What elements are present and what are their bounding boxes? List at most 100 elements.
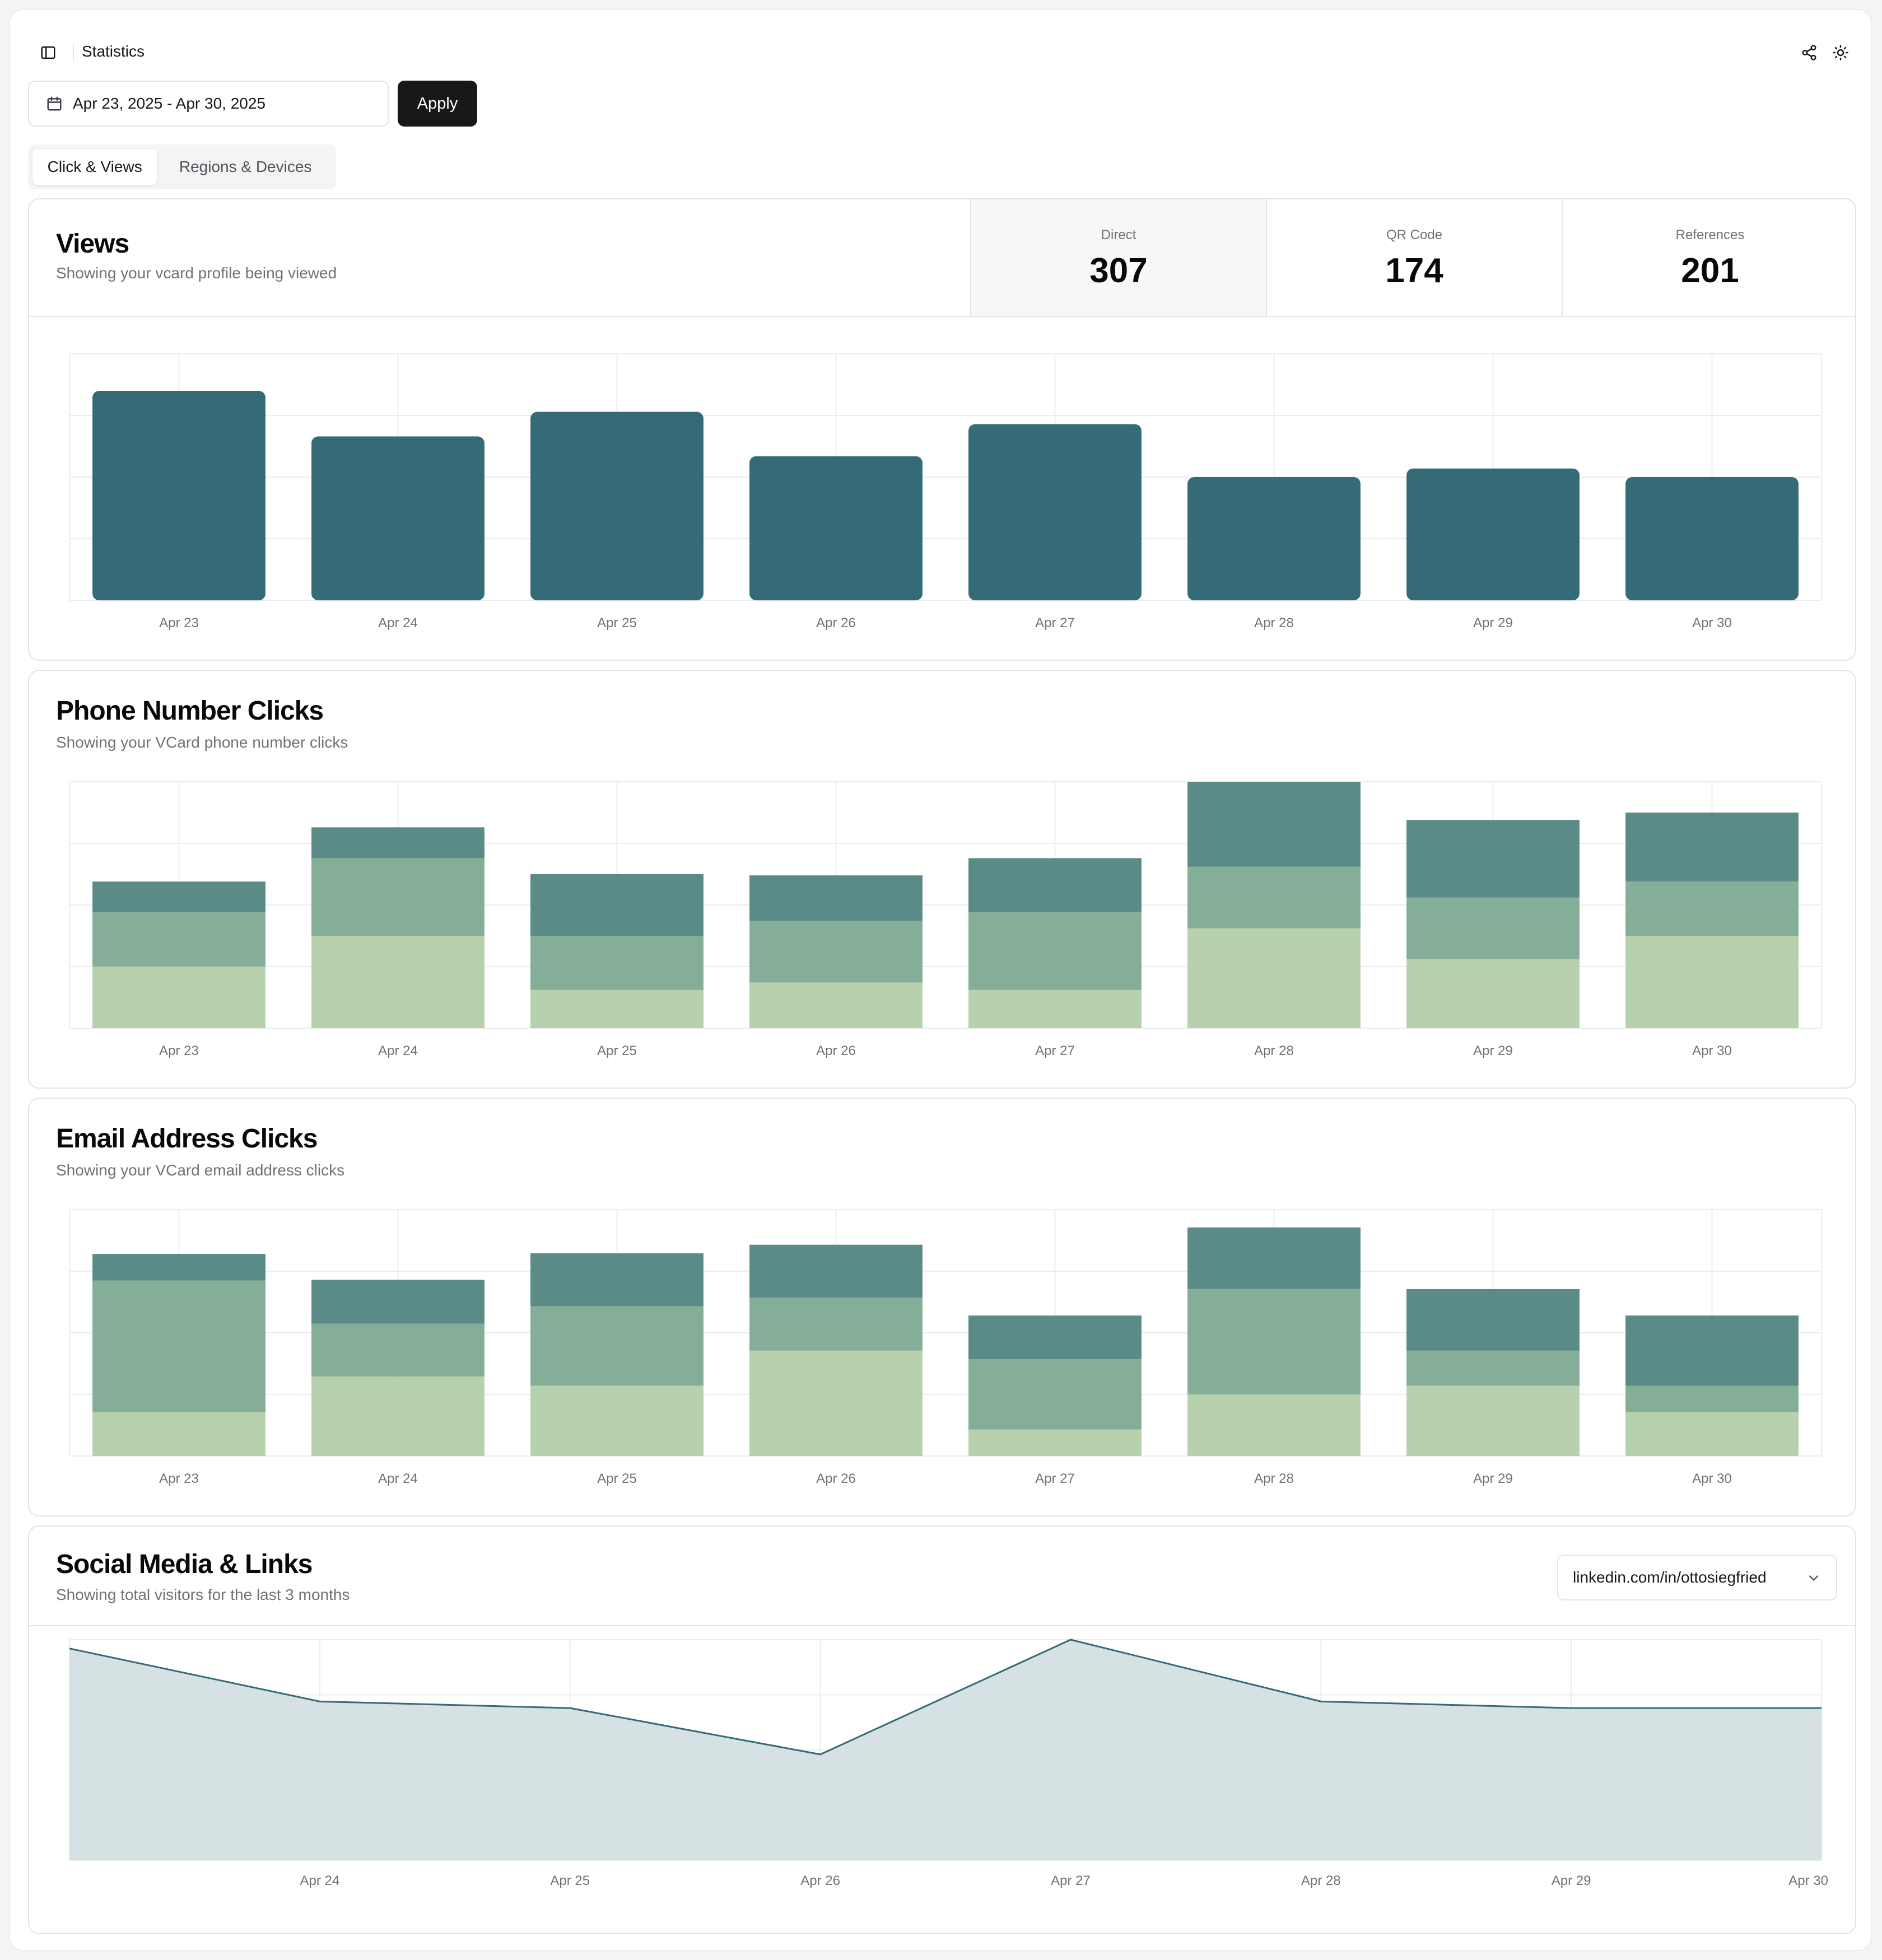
email-bar-segment-dark [311,1280,485,1324]
views-subtitle: Showing your vcard profile being viewed [56,264,337,282]
email-tick-label: Apr 24 [378,1471,418,1486]
sun-icon [1833,45,1848,60]
stat-qr-code-label: QR Code [1386,227,1443,242]
email-bar-segment-dark [1406,1289,1580,1351]
social-links-card: Social Media & Links Showing total visit… [28,1525,1856,1934]
phone-bar-segment-light [1625,936,1799,1028]
phone-bar-segment-light [1187,928,1361,1028]
email-bar-segment-mid [1625,1385,1799,1412]
social-links-subtitle: Showing total visitors for the last 3 mo… [56,1586,350,1603]
views-bar [1187,477,1361,600]
views-tick-label: Apr 29 [1473,615,1513,631]
phone-bar-segment-dark [530,874,704,936]
stat-direct-value: 307 [1089,251,1148,290]
tab-list: Click & Views Regions & Devices [28,144,336,189]
stat-direct[interactable]: Direct 307 [970,199,1266,317]
email-bar-segment-light [968,1429,1142,1456]
email-bar-segment-light [1406,1385,1580,1456]
email-clicks-title: Email Address Clicks [56,1124,318,1154]
views-tick-label: Apr 27 [1035,615,1075,631]
email-tick-label: Apr 26 [816,1471,856,1486]
chevron-down-icon [1809,1575,1819,1581]
header-divider [73,44,74,60]
sidebar-toggle-button[interactable] [31,36,65,69]
social-tick-label: Apr 29 [1552,1873,1591,1888]
stat-references-label: References [1675,227,1745,242]
phone-bar-segment-light [749,982,923,1028]
email-bar-segment-mid [968,1359,1142,1430]
link-select-value: linkedin.com/in/ottosiegfried [1573,1569,1767,1586]
phone-bar-segment-mid [311,858,485,936]
apply-button[interactable]: Apply [398,81,477,127]
email-clicks-chart: Apr 23 Apr 24 Apr 25 Apr 26 Apr 27 Apr 28 Apr … [69,1209,1822,1486]
email-bar-segment-dark [92,1254,265,1281]
date-range-picker[interactable]: Apr 23, 2025 - Apr 30, 2025 [28,81,389,127]
stat-qr-code[interactable]: QR Code 174 [1266,199,1562,317]
views-bar [749,456,923,600]
email-bar-segment-mid [92,1280,265,1412]
social-area-fill [69,1640,1822,1860]
social-links-title: Social Media & Links [56,1550,313,1579]
phone-bar-segment-dark [1187,782,1361,867]
email-bar-segment-mid [311,1323,485,1377]
social-tick-label: Apr 26 [800,1873,840,1888]
email-bar-segment-dark [1625,1315,1799,1386]
social-tick-label: Apr 28 [1301,1873,1341,1888]
phone-bar-segment-dark [1625,813,1799,882]
views-bar [92,391,265,600]
phone-bar-segment-dark [92,881,265,913]
theme-toggle-button[interactable] [1824,36,1857,69]
phone-bar-segment-dark [311,827,485,858]
email-tick-label: Apr 23 [159,1471,199,1486]
email-bar-segment-mid [1187,1289,1361,1394]
phone-bar-segment-mid [1625,881,1799,936]
phone-bar-segment-light [311,936,485,1028]
stats-divider [29,316,1855,317]
social-tick-label: Apr 27 [1051,1873,1091,1888]
views-tick-label: Apr 24 [378,615,418,631]
tab-regions-devices[interactable]: Regions & Devices [179,158,312,175]
date-range-value: Apr 23, 2025 - Apr 30, 2025 [73,95,266,112]
link-select[interactable]: linkedin.com/in/ottosiegfried [1557,1555,1837,1600]
views-bar [1406,468,1580,600]
email-bar-segment-light [530,1385,704,1456]
email-bar-segment-light [1625,1412,1799,1456]
phone-bar-segment-light [92,967,265,1028]
phone-bar-segment-mid [92,912,265,967]
phone-tick-label: Apr 30 [1692,1043,1732,1058]
share-icon [1802,45,1816,60]
views-bar [1625,477,1799,600]
social-tick-label: Apr 24 [300,1873,339,1888]
email-clicks-card: Email Address Clicks Showing your VCard … [28,1098,1856,1516]
email-bar-segment-mid [1406,1350,1580,1386]
stat-direct-label: Direct [1101,227,1136,242]
phone-bar-segment-mid [749,921,923,983]
social-tick-label: Apr 25 [550,1873,590,1888]
email-bar-segment-dark [1187,1227,1361,1289]
social-tick-label: Apr 30 [1788,1873,1828,1888]
phone-clicks-subtitle: Showing your VCard phone number clicks [56,734,348,751]
social-line [69,1639,1822,1756]
phone-tick-label: Apr 28 [1254,1043,1294,1058]
tab-click-views[interactable]: Click & Views [32,149,157,185]
views-title: Views [56,229,129,259]
sidebar-panel-icon [41,46,55,59]
email-tick-label: Apr 30 [1692,1471,1732,1486]
email-bar-segment-light [311,1376,485,1456]
phone-bar-segment-mid [530,936,704,990]
views-tick-label: Apr 26 [816,615,856,631]
phone-tick-label: Apr 23 [159,1043,199,1058]
phone-bar-segment-dark [1406,820,1580,898]
email-bar-segment-dark [530,1253,704,1306]
email-bar-segment-dark [968,1315,1142,1360]
phone-tick-label: Apr 25 [597,1043,637,1058]
share-button[interactable] [1792,36,1826,69]
email-bar-segment-light [92,1412,265,1456]
views-tick-label: Apr 23 [159,615,199,631]
views-bar-chart: Apr 23 Apr 24 Apr 25 Apr 26 Apr 27 Apr 28 Apr … [69,353,1822,631]
stat-references[interactable]: References 201 [1562,199,1855,317]
phone-bar-segment-mid [1187,866,1361,928]
phone-clicks-title: Phone Number Clicks [56,696,324,726]
views-tick-label: Apr 30 [1692,615,1732,631]
views-bar [968,424,1142,600]
